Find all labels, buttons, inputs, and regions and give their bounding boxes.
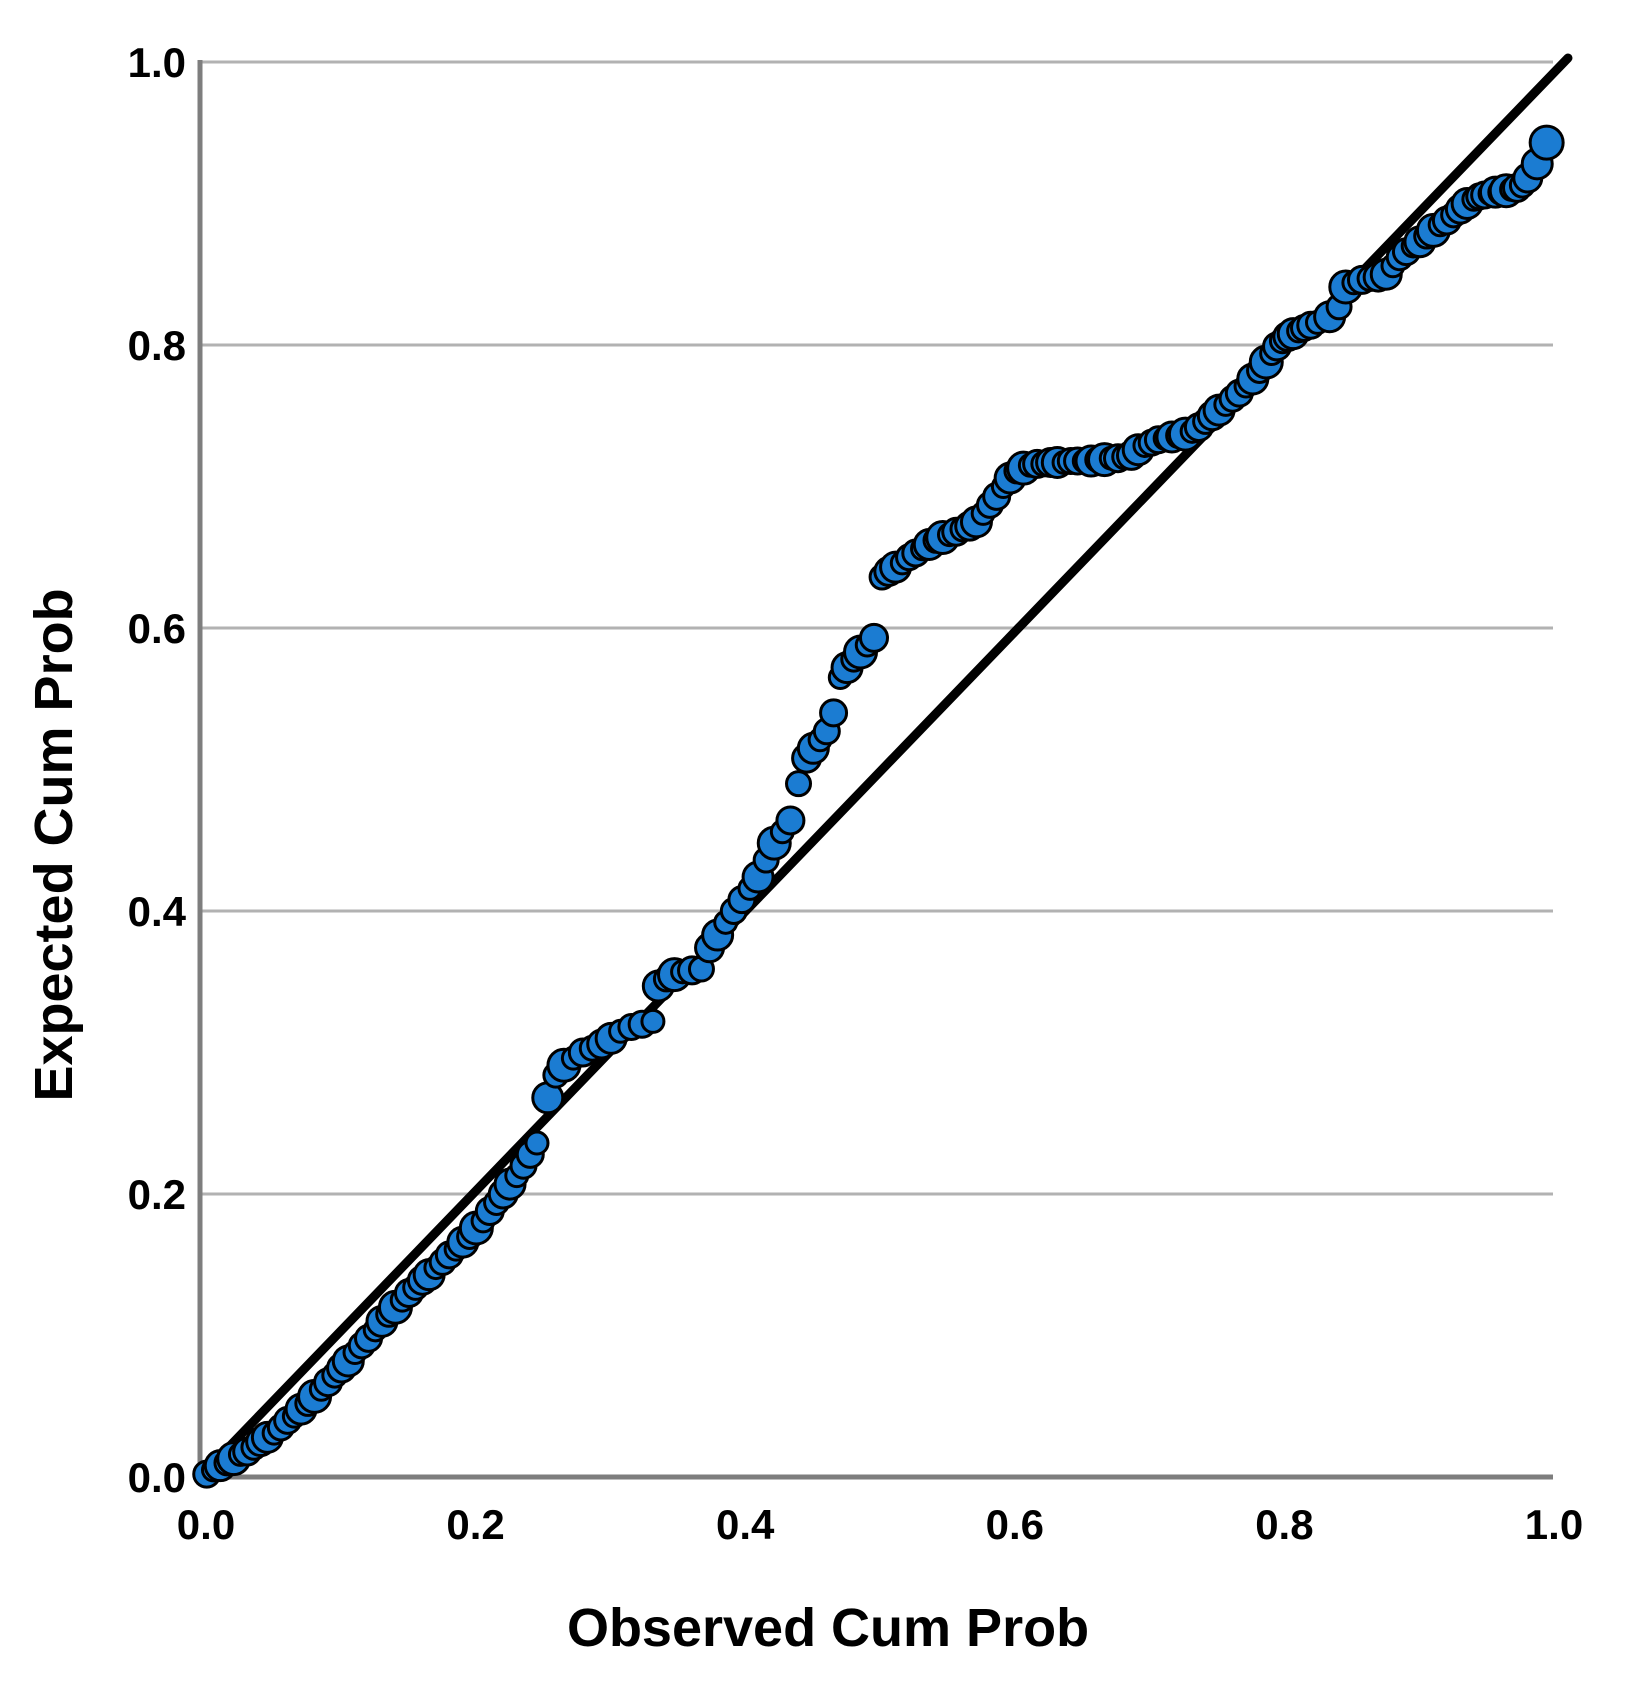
data-point <box>640 1008 666 1034</box>
x-tick-label: 0.4 <box>716 1501 775 1548</box>
y-axis-title: Expected Cum Prob <box>24 588 84 1101</box>
scatter-points <box>192 124 1565 1489</box>
data-point <box>524 1130 550 1156</box>
x-tick-label: 0.6 <box>986 1501 1044 1548</box>
data-point <box>819 698 849 728</box>
x-tick-label: 0.0 <box>177 1501 235 1548</box>
axes <box>197 60 1553 1480</box>
x-tick-label: 1.0 <box>1525 1501 1583 1548</box>
y-tick-label: 1.0 <box>128 39 186 86</box>
data-point <box>775 805 806 836</box>
x-axis-title: Observed Cum Prob <box>567 1598 1089 1658</box>
y-tick-label: 0.2 <box>128 1171 186 1218</box>
y-tick-label: 0.4 <box>128 888 187 935</box>
y-tick-label: 0.6 <box>128 605 186 652</box>
data-point <box>859 622 889 653</box>
x-tick-label: 0.2 <box>446 1501 504 1548</box>
y-tick-label: 0.8 <box>128 322 186 369</box>
data-point <box>785 770 813 798</box>
data-point <box>1528 124 1565 161</box>
y-tick-label: 0.0 <box>128 1454 186 1501</box>
tick-labels: 0.0 0.2 0.4 0.6 0.8 1.0 0.0 0.2 0.4 0.6 0.8 1.0 <box>128 39 1584 1548</box>
x-tick-label: 0.8 <box>1255 1501 1313 1548</box>
